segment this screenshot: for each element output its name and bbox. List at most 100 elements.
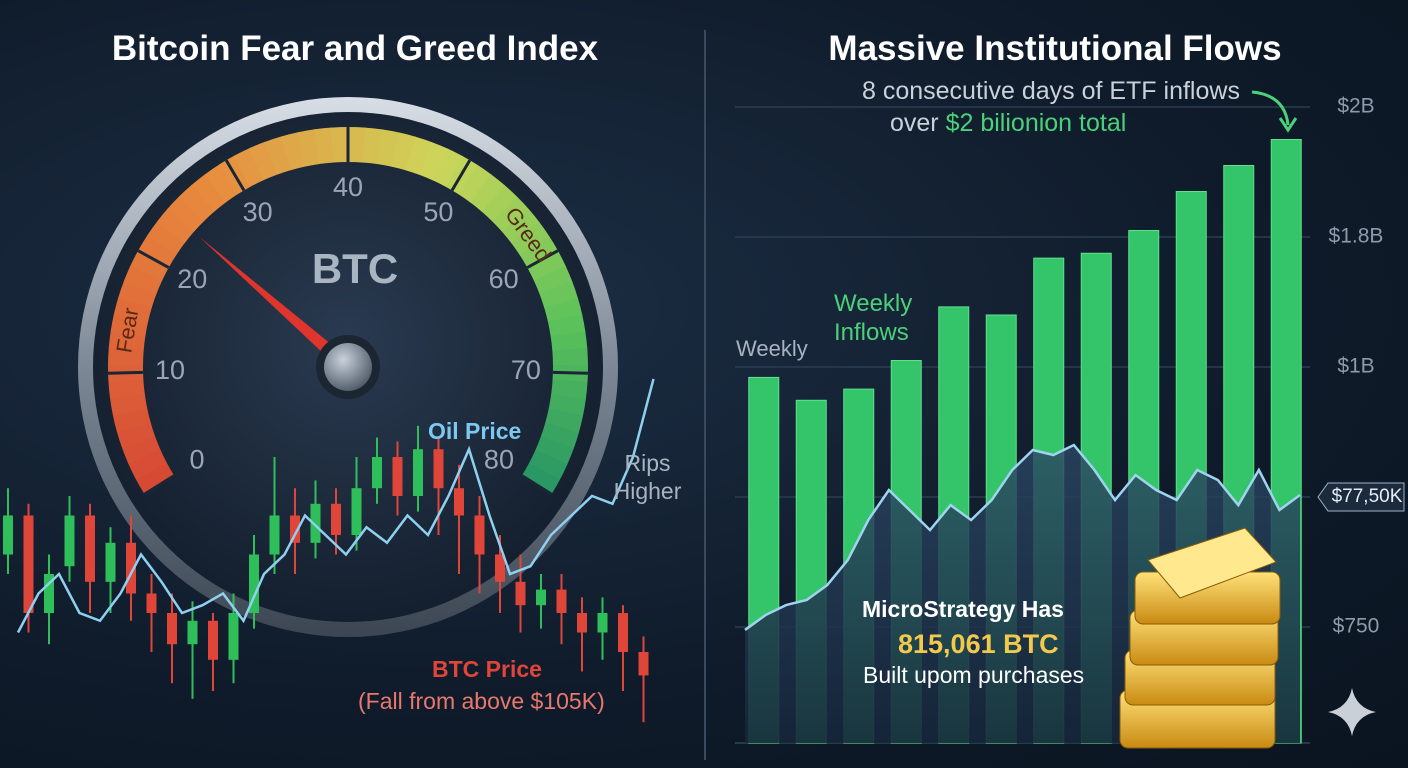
annotation-line2: over $2 bilionion total (890, 108, 1126, 138)
candle-body (85, 515, 95, 582)
candle-body (249, 554, 259, 613)
gauge-band (108, 378, 145, 399)
gauge-band (551, 379, 588, 400)
candle-body (105, 542, 116, 582)
candle-body (44, 574, 54, 613)
gold-bars-icon (1119, 527, 1281, 749)
candle-body (167, 613, 177, 645)
candle-body (372, 457, 382, 489)
candle-body (433, 449, 444, 489)
weekly-label: Weekly (736, 336, 808, 361)
gauge-band (109, 393, 148, 416)
gauge-band (138, 235, 177, 268)
gauge-band (116, 421, 156, 449)
annotation-over: over (890, 109, 939, 137)
gauge-band (527, 250, 566, 282)
gauge-band (123, 265, 163, 294)
gauge-band (419, 141, 448, 181)
candle-body (269, 515, 280, 555)
oil-line (16, 378, 655, 634)
gauge-band (156, 208, 195, 244)
oil-label: Oil Price (428, 418, 522, 444)
gauge-band (108, 329, 146, 351)
gauge-band (118, 280, 157, 308)
gauge-band (330, 127, 349, 163)
gauge-band (547, 314, 586, 337)
annotation-arrow (1251, 90, 1290, 126)
candle-body (146, 593, 157, 613)
gauge-band (179, 184, 215, 222)
gauge-band (314, 127, 335, 165)
bar-title: Massive Institutional Flows (828, 29, 1282, 68)
y-tick-label: $1.8B (1329, 225, 1384, 248)
gauge-tick-label: 50 (423, 197, 453, 227)
candle-body (597, 613, 608, 633)
gauge-band (248, 141, 278, 181)
price-line (744, 443, 1301, 631)
gauge-band (112, 407, 151, 433)
gauge-band (533, 265, 573, 295)
candle-body (495, 554, 505, 582)
gauge-band (528, 449, 568, 481)
gauge-band (502, 208, 540, 244)
gauge-tick (526, 249, 559, 269)
gauge-band (540, 422, 580, 450)
candle-body (556, 589, 567, 613)
candle-body (474, 515, 485, 555)
gauge-tick (143, 474, 175, 496)
weekly-inflows-label: Weekly Inflows (834, 290, 913, 346)
gauge-tick (552, 370, 588, 375)
gauge-band (130, 249, 170, 281)
gauge-band (233, 148, 264, 187)
gauge-needle (199, 236, 353, 373)
gauge-tick-label: 70 (511, 355, 541, 385)
callout-title: MicroStrategy Has (862, 596, 1064, 622)
gauge-band (432, 148, 464, 188)
candle-body (228, 613, 239, 660)
candle-body (64, 515, 75, 567)
y-tick-label: $2B (1337, 95, 1374, 118)
candle-body (515, 581, 526, 606)
gauge-band (146, 221, 186, 256)
gauge-tick (450, 159, 472, 192)
star-icon (1328, 688, 1376, 736)
gauge-band (481, 184, 518, 222)
candle-body (3, 515, 13, 555)
candle-body (310, 503, 321, 543)
y-tick-label: $1B (1337, 355, 1374, 378)
candle-body (208, 620, 218, 660)
candle-body (351, 488, 362, 535)
candle-body (536, 589, 546, 606)
gauge-band (264, 136, 292, 175)
gauge-band (552, 347, 588, 366)
candle-body (413, 449, 423, 496)
candle-body (618, 613, 628, 652)
gauge-band (128, 449, 167, 480)
candle-body (126, 542, 136, 594)
gauge-tick (108, 370, 144, 375)
oil-annotation: Rips Higher (613, 450, 682, 504)
candle-body (187, 620, 198, 645)
gauge-band (135, 462, 175, 495)
candle-body (577, 613, 587, 633)
gauge-band (545, 408, 584, 433)
gauge-hub-cap (324, 343, 372, 391)
gauge-tick-label: 80 (484, 444, 514, 474)
gauge-band (458, 164, 492, 203)
gauge-band (297, 129, 320, 167)
tick-tag (1317, 482, 1405, 512)
annotation-arrowhead (1278, 117, 1298, 133)
gauge-band (348, 127, 366, 163)
candle-body (638, 652, 649, 676)
y-tick-label: $750 (1333, 615, 1380, 638)
gauge-tick-label: 20 (177, 264, 207, 294)
gauge-band (167, 195, 205, 232)
callout-note: Built upom purchases (863, 662, 1085, 688)
gauge-tick-label: 30 (243, 197, 273, 227)
gauge-band (108, 346, 144, 366)
gauge-center-label: BTC (312, 245, 398, 292)
gauge-band (191, 173, 227, 212)
annotation-total: $2 bilionion total (945, 109, 1127, 137)
gauge-band (204, 164, 239, 203)
